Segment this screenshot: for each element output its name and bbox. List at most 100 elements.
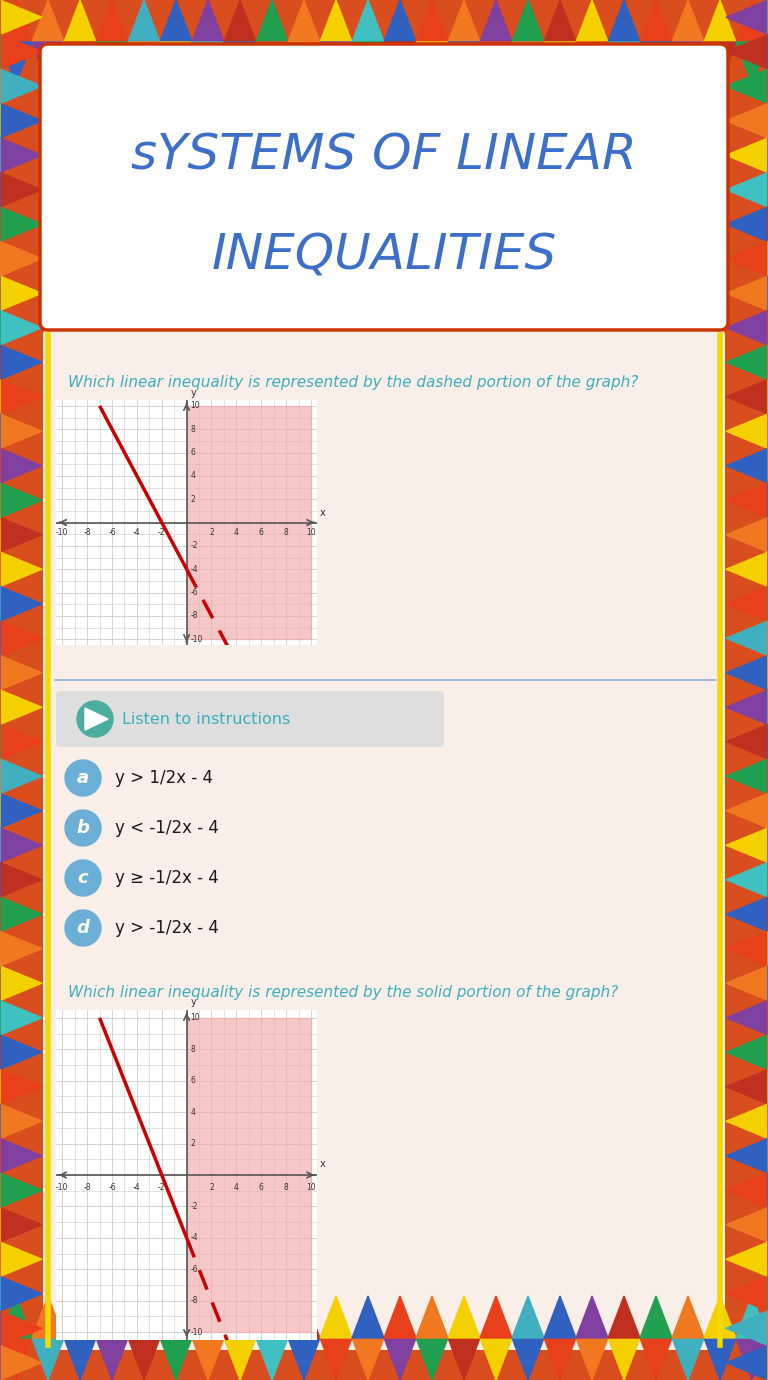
Polygon shape (0, 1242, 42, 1276)
Polygon shape (0, 1138, 42, 1173)
Polygon shape (0, 69, 42, 104)
Polygon shape (0, 104, 42, 138)
Polygon shape (192, 1296, 224, 1339)
Polygon shape (726, 552, 768, 586)
Polygon shape (608, 1296, 640, 1339)
Text: a: a (77, 769, 89, 787)
Polygon shape (726, 793, 768, 828)
Polygon shape (726, 1346, 768, 1380)
Polygon shape (726, 690, 768, 724)
Text: -2: -2 (190, 541, 198, 551)
Text: y > -1/2x - 4: y > -1/2x - 4 (115, 919, 219, 937)
Polygon shape (448, 41, 480, 84)
Polygon shape (726, 1138, 768, 1173)
FancyBboxPatch shape (56, 691, 444, 747)
Polygon shape (726, 207, 768, 242)
Polygon shape (85, 708, 108, 730)
Text: 10: 10 (190, 1013, 200, 1023)
Polygon shape (736, 1339, 768, 1380)
Polygon shape (352, 1339, 384, 1380)
Polygon shape (544, 0, 576, 41)
Polygon shape (416, 1296, 448, 1339)
Circle shape (65, 760, 101, 796)
Polygon shape (288, 1339, 320, 1380)
Polygon shape (726, 586, 768, 621)
Polygon shape (256, 41, 288, 84)
Polygon shape (0, 483, 42, 518)
Text: -6: -6 (190, 1265, 198, 1274)
Polygon shape (32, 0, 64, 41)
Polygon shape (0, 448, 42, 483)
Polygon shape (726, 759, 768, 794)
Polygon shape (288, 1296, 320, 1339)
Polygon shape (224, 1296, 256, 1339)
Polygon shape (480, 1339, 512, 1380)
Text: -10: -10 (190, 1328, 203, 1337)
Text: 8: 8 (283, 1183, 289, 1192)
Polygon shape (320, 41, 352, 84)
Polygon shape (726, 621, 768, 656)
Text: 4: 4 (190, 1108, 195, 1116)
Polygon shape (726, 828, 768, 862)
Polygon shape (726, 34, 768, 69)
Text: -6: -6 (190, 588, 198, 598)
Polygon shape (736, 41, 768, 84)
Polygon shape (0, 310, 42, 345)
Polygon shape (0, 276, 42, 310)
Text: INEQUALITIES: INEQUALITIES (211, 230, 557, 279)
Polygon shape (160, 0, 192, 41)
Polygon shape (726, 483, 768, 518)
Polygon shape (187, 1018, 311, 1332)
Polygon shape (64, 1296, 96, 1339)
Text: -2: -2 (158, 529, 166, 537)
Polygon shape (0, 345, 42, 380)
Polygon shape (192, 0, 224, 41)
Polygon shape (726, 1070, 768, 1104)
Text: c: c (78, 869, 88, 887)
Text: -4: -4 (133, 529, 141, 537)
Polygon shape (640, 0, 672, 41)
Polygon shape (0, 932, 42, 966)
Text: 10: 10 (190, 402, 200, 410)
Polygon shape (96, 0, 128, 41)
Polygon shape (320, 1296, 352, 1339)
Polygon shape (544, 41, 576, 84)
Polygon shape (256, 0, 288, 41)
Text: 2: 2 (209, 1183, 214, 1192)
Text: 8: 8 (190, 425, 195, 433)
Text: -10: -10 (190, 635, 203, 643)
Polygon shape (480, 41, 512, 84)
Text: y: y (190, 388, 196, 397)
Polygon shape (256, 1296, 288, 1339)
Polygon shape (544, 1296, 576, 1339)
Polygon shape (0, 1339, 32, 1380)
Text: Which linear inequality is represented by the solid portion of the graph?: Which linear inequality is represented b… (68, 985, 618, 1000)
Polygon shape (224, 41, 256, 84)
Polygon shape (672, 0, 704, 41)
Polygon shape (726, 1173, 768, 1208)
Circle shape (77, 701, 113, 737)
Text: -4: -4 (133, 1183, 141, 1192)
Polygon shape (416, 1339, 448, 1380)
Text: Listen to instructions: Listen to instructions (122, 712, 290, 726)
Text: -2: -2 (190, 1202, 198, 1210)
Polygon shape (32, 41, 64, 84)
Polygon shape (726, 138, 768, 172)
Text: -10: -10 (56, 1183, 68, 1192)
Polygon shape (0, 380, 42, 414)
Polygon shape (704, 0, 736, 41)
Text: 6: 6 (259, 529, 263, 537)
Polygon shape (480, 0, 512, 41)
Polygon shape (160, 1296, 192, 1339)
Polygon shape (352, 41, 384, 84)
Polygon shape (384, 1339, 416, 1380)
Polygon shape (0, 0, 42, 34)
Polygon shape (0, 0, 32, 41)
Polygon shape (352, 0, 384, 41)
Polygon shape (0, 759, 42, 794)
Polygon shape (32, 1339, 64, 1380)
Polygon shape (512, 1296, 544, 1339)
Polygon shape (0, 1276, 42, 1311)
Text: 4: 4 (234, 529, 239, 537)
Polygon shape (726, 448, 768, 483)
